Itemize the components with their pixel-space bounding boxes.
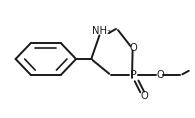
Text: NH₂: NH₂ — [92, 26, 111, 36]
Text: P: P — [130, 70, 137, 80]
Text: O: O — [140, 91, 148, 101]
Text: O: O — [130, 43, 137, 53]
Text: O: O — [156, 70, 164, 80]
